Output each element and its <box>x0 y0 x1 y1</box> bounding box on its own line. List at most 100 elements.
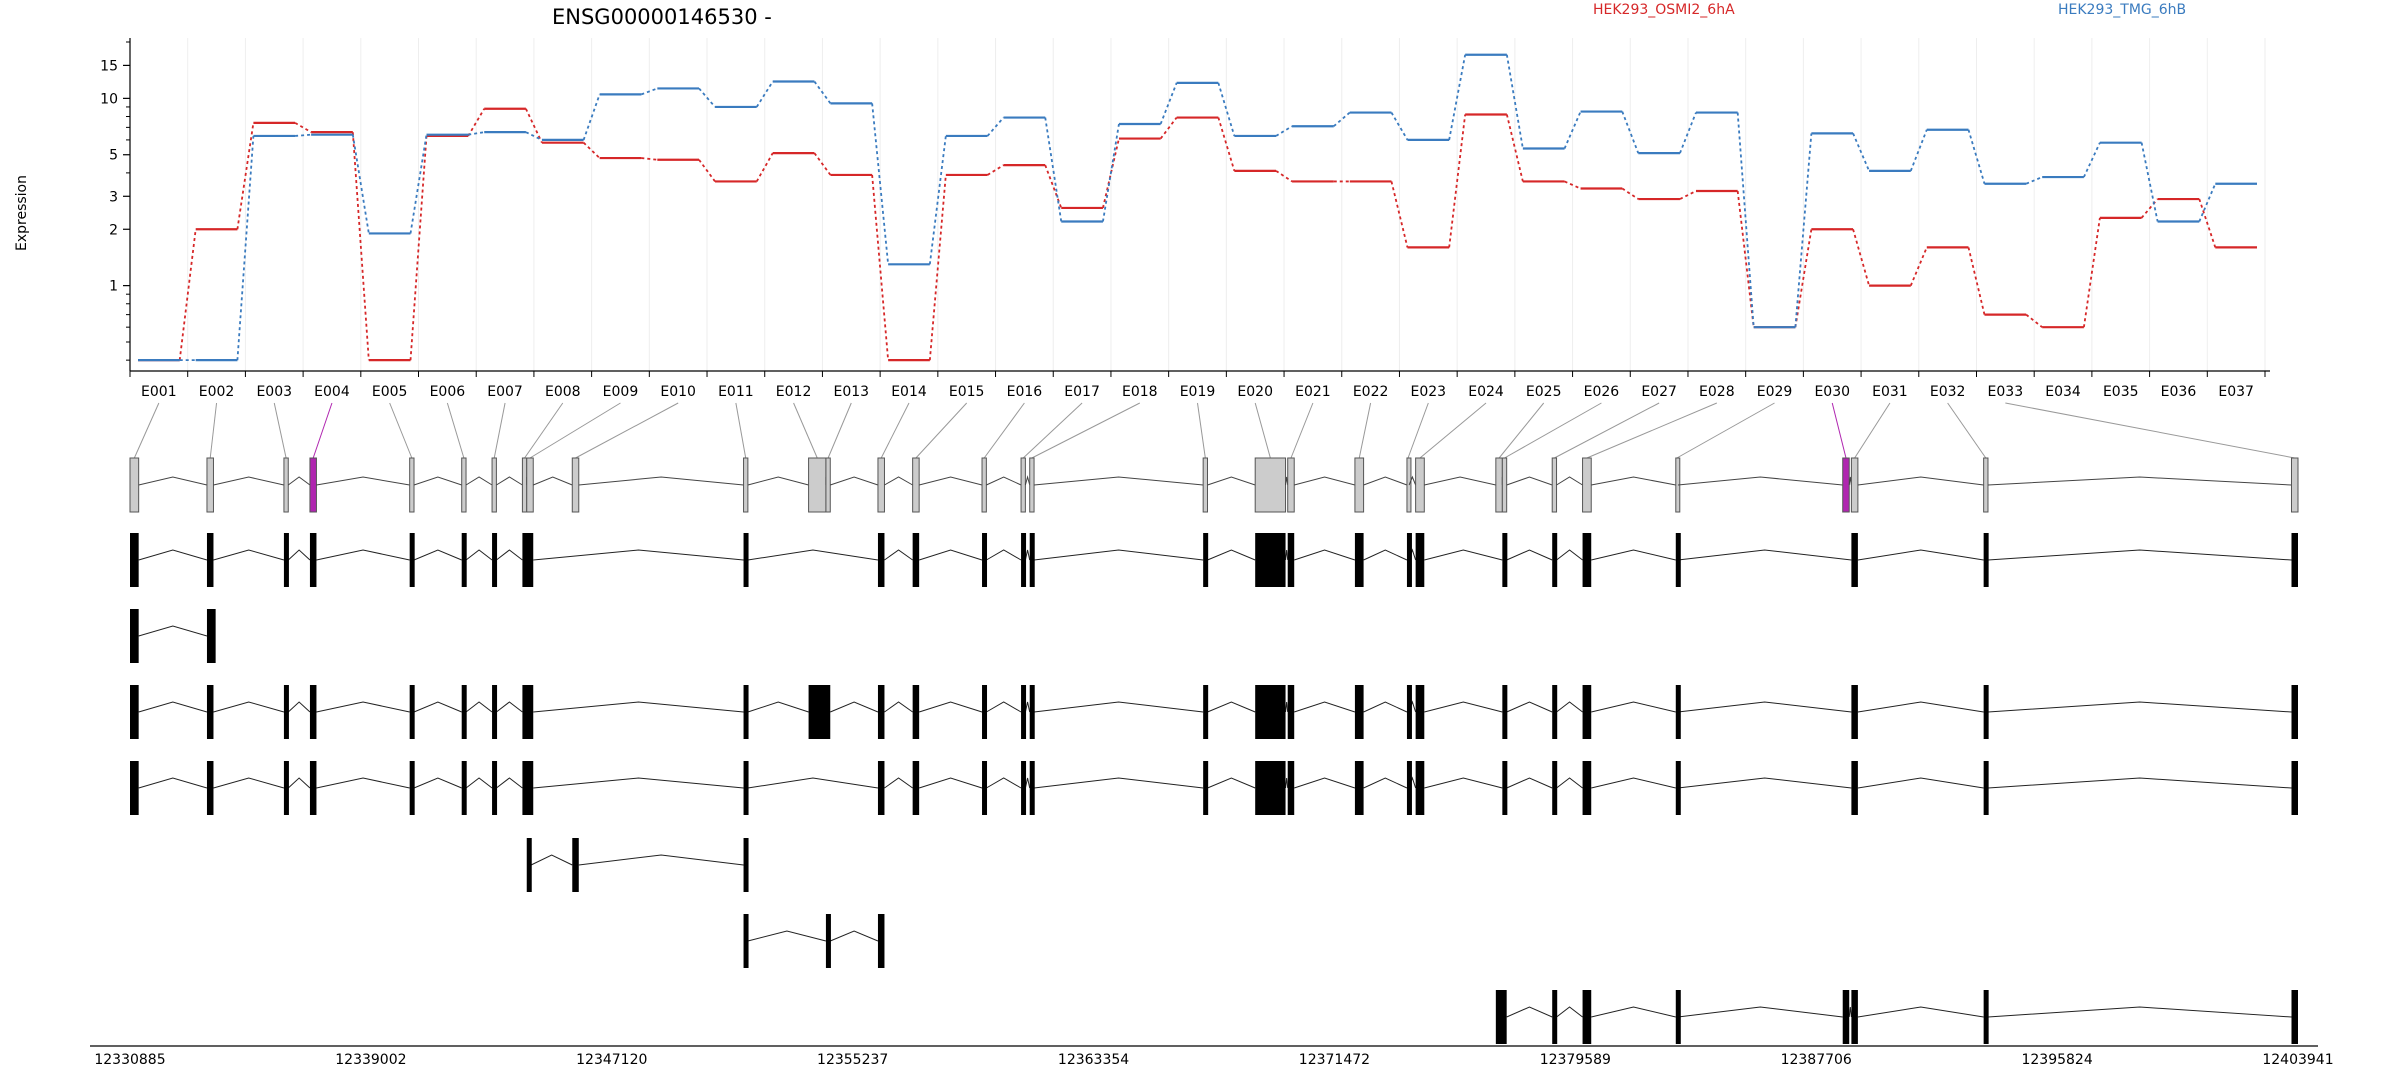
exon-bin-E028 <box>1582 457 1592 513</box>
intron-line <box>1424 777 1503 789</box>
intron-line <box>533 476 573 486</box>
chart-axes: 1 2 3 5 10 15 E001 E002 E003 E004 E005 E006 E007 E008… <box>100 38 2270 400</box>
y-tick-label: 10 <box>100 91 118 107</box>
intron-line <box>496 549 523 561</box>
x-tick-label: E014 <box>891 384 927 400</box>
bin-connector <box>209 402 218 459</box>
exon-bin-E018 <box>1029 457 1035 513</box>
intron-line <box>1677 476 1843 486</box>
exon-bin-E014 <box>877 457 885 513</box>
transcript-exon <box>1029 685 1035 739</box>
transcript-exon <box>2291 761 2298 815</box>
transcript-exon <box>283 685 289 739</box>
intron-line <box>1424 476 1496 486</box>
exon-bin-E030 <box>1842 457 1850 513</box>
transcript-exon <box>526 761 534 815</box>
intron-line <box>1987 476 2292 486</box>
bin-connector <box>575 402 679 459</box>
x-tick-label: E021 <box>1295 384 1331 400</box>
intron-line <box>919 777 983 789</box>
exon-bin-E004 <box>309 457 317 513</box>
intron-line <box>287 777 311 789</box>
x-tick-label: E011 <box>718 384 754 400</box>
transcript-exon <box>1415 533 1425 587</box>
intron-line <box>1591 476 1676 486</box>
transcript-exon <box>1851 761 1858 815</box>
transcript-exon <box>877 685 885 739</box>
transcript-exon <box>572 838 579 892</box>
exon-bin-E033 <box>2290 457 2299 513</box>
intron-line <box>316 476 410 486</box>
intron-line <box>1363 701 1408 713</box>
intron-line <box>884 777 913 789</box>
series-connector <box>1448 54 1467 141</box>
transcript-exon <box>1255 761 1286 815</box>
exon-bin-E016 <box>981 457 987 513</box>
intron-line <box>1677 701 1852 713</box>
series-connector <box>1448 114 1467 248</box>
genomic-position-label: 12395824 <box>2021 1052 2092 1068</box>
transcript-exon <box>283 761 289 815</box>
series-connector <box>928 174 947 361</box>
series-connector <box>1852 133 1870 172</box>
x-tick-label: E013 <box>833 384 869 400</box>
series-connector <box>755 81 774 108</box>
exon-bin-E007 <box>491 457 497 513</box>
exon-bin-E013 <box>825 457 831 513</box>
series-1 <box>138 53 2257 362</box>
intron-line <box>747 549 879 561</box>
x-tick-label: E019 <box>1180 384 1216 400</box>
series-connector <box>1794 229 1813 328</box>
intron-line <box>1677 549 1852 561</box>
transcript-exon <box>1502 761 1508 815</box>
transcript-1 <box>130 533 2298 587</box>
bin-connector <box>1676 402 1775 459</box>
intron-line <box>1033 549 1204 561</box>
transcript-exon <box>743 685 749 739</box>
transcript-exon <box>522 533 528 587</box>
x-tick-label: E007 <box>487 384 523 400</box>
bin-connector <box>273 402 287 459</box>
bin-connector <box>983 402 1025 459</box>
transcript-exon <box>1406 761 1412 815</box>
transcript-exon <box>912 761 920 815</box>
transcript-exon <box>743 533 749 587</box>
transcript-3 <box>130 685 2298 739</box>
series-connector <box>1909 129 1928 172</box>
genomic-position-label: 12371472 <box>1299 1052 1370 1068</box>
bin-connector <box>1498 402 1545 459</box>
genomic-position-label: 12363354 <box>1058 1052 1129 1068</box>
intron-line <box>1024 777 1031 789</box>
transcript-exon <box>130 533 139 587</box>
transcript-exon <box>1851 685 1858 739</box>
series-connector <box>986 116 1005 137</box>
x-tick-label: E037 <box>2218 384 2254 400</box>
x-tick-label: E002 <box>199 384 235 400</box>
series-connector <box>871 174 890 361</box>
series-connector <box>2198 198 2217 248</box>
transcript-exon <box>1675 990 1681 1044</box>
transcript-exon <box>982 685 988 739</box>
intron-line <box>578 476 744 486</box>
transcript-exon <box>309 685 317 739</box>
intron-line <box>1506 476 1553 486</box>
intron-line <box>213 476 285 486</box>
transcript-exon <box>1851 990 1858 1044</box>
exon-bin-E032 <box>1983 457 1989 513</box>
exon-bin-E025 <box>1495 457 1503 513</box>
x-tick-label: E032 <box>1930 384 1966 400</box>
x-tick-label: E026 <box>1584 384 1620 400</box>
genomic-axis: 12330885 12339002 12347120 12355237 12363354… <box>90 1045 2334 1068</box>
chart-title: ENSG00000146530 - <box>552 5 772 29</box>
series-connector <box>813 152 832 176</box>
intron-line <box>1294 476 1356 486</box>
intron-line <box>287 701 311 713</box>
transcript-exon <box>743 838 749 892</box>
intron-line <box>919 476 983 486</box>
intron-line <box>1857 701 1984 713</box>
intron-line <box>1857 549 1984 561</box>
intron-line <box>1987 549 2292 561</box>
y-tick-label: 2 <box>109 222 118 238</box>
x-tick-label: E029 <box>1757 384 1793 400</box>
